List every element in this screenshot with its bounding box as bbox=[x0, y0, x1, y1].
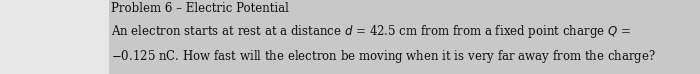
Text: Problem 6 – Electric Potential: Problem 6 – Electric Potential bbox=[111, 2, 288, 15]
Text: The electron charge is $-e$ = $-$1.6 $\times$ 10$^{-19}$ C, the electron mass is: The electron charge is $-e$ = $-$1.6 $\t… bbox=[111, 73, 630, 74]
Text: An electron starts at rest at a distance $d$ = 42.5 cm from from a fixed point c: An electron starts at rest at a distance… bbox=[111, 23, 631, 40]
Text: $-$0.125 nC. How fast will the electron be moving when it is very far away from : $-$0.125 nC. How fast will the electron … bbox=[111, 48, 656, 65]
Bar bbox=[0, 0, 108, 74]
